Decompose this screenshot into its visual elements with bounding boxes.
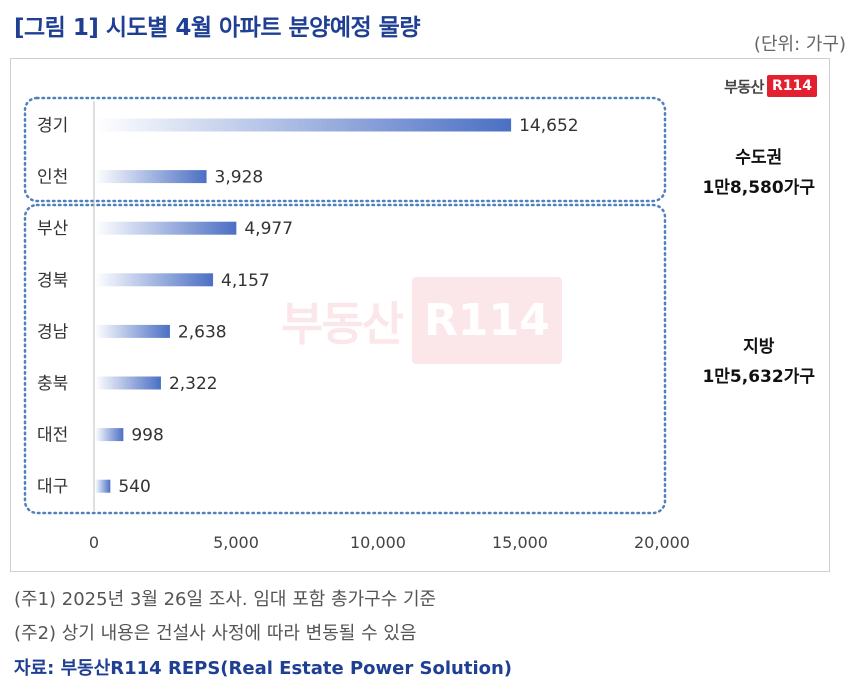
category-label: 대구 bbox=[37, 477, 68, 497]
value-label: 14,652 bbox=[519, 116, 578, 136]
group-label-capital: 수도권 1만8,580가구 bbox=[702, 143, 815, 203]
group-frame-provinces bbox=[23, 203, 667, 515]
brand-logo: 부동산 R114 bbox=[724, 75, 817, 97]
category-label: 경기 bbox=[37, 116, 68, 136]
group-frame-capital bbox=[23, 96, 667, 203]
x-tick-label: 10,000 bbox=[350, 533, 406, 552]
category-label: 인천 bbox=[37, 168, 68, 188]
value-label: 3,928 bbox=[215, 168, 264, 188]
group-total: 1만5,632가구 bbox=[702, 367, 815, 387]
bar bbox=[95, 170, 207, 184]
logo-text: 부동산 bbox=[724, 77, 764, 96]
group-name: 지방 bbox=[743, 337, 775, 357]
group-total: 1만8,580가구 bbox=[702, 178, 815, 198]
bar bbox=[95, 273, 214, 287]
source-note: 자료: 부동산R114 REPS(Real Estate Power Solut… bbox=[14, 658, 513, 679]
value-label: 4,157 bbox=[221, 271, 270, 291]
bar bbox=[95, 428, 124, 442]
value-label: 998 bbox=[131, 426, 163, 446]
group-label-provinces: 지방 1만5,632가구 bbox=[702, 332, 815, 392]
category-label: 부산 bbox=[37, 219, 69, 239]
value-label: 2,322 bbox=[169, 374, 218, 394]
value-label: 540 bbox=[118, 477, 150, 497]
x-tick-label: 5,000 bbox=[213, 533, 259, 552]
chart-panel: 부동산 R114 경기 14,652 인천 3,928 부산 4,977 경북 4,157 경남… bbox=[10, 58, 830, 572]
category-label: 대전 bbox=[37, 426, 68, 446]
bar bbox=[95, 118, 512, 132]
bar bbox=[95, 221, 237, 235]
category-label: 경남 bbox=[37, 322, 69, 342]
footnote-1: (주1) 2025년 3월 26일 조사. 임대 포함 총가구수 기준 bbox=[14, 589, 437, 610]
value-label: 2,638 bbox=[178, 322, 227, 342]
category-label: 충북 bbox=[37, 374, 68, 394]
logo-box: R114 bbox=[766, 75, 817, 97]
chart-title: [그림 1] 시도별 4월 아파트 분양예정 물량 bbox=[14, 15, 420, 41]
x-tick-label: 20,000 bbox=[634, 533, 690, 552]
bar bbox=[95, 376, 161, 390]
bar bbox=[95, 479, 111, 493]
category-label: 경북 bbox=[37, 271, 68, 291]
x-tick-label: 0 bbox=[89, 533, 99, 552]
bar-chart: 경기 14,652 인천 3,928 부산 4,977 경북 4,157 경남 2,638 충북 2,… bbox=[23, 96, 690, 552]
group-name: 수도권 bbox=[735, 148, 783, 168]
footnote-2: (주2) 상기 내용은 건설사 사정에 따라 변동될 수 있음 bbox=[14, 623, 417, 644]
value-label: 4,977 bbox=[244, 219, 293, 239]
x-tick-label: 15,000 bbox=[492, 533, 548, 552]
bar bbox=[95, 324, 170, 338]
unit-label: (단위: 가구) bbox=[753, 34, 846, 55]
